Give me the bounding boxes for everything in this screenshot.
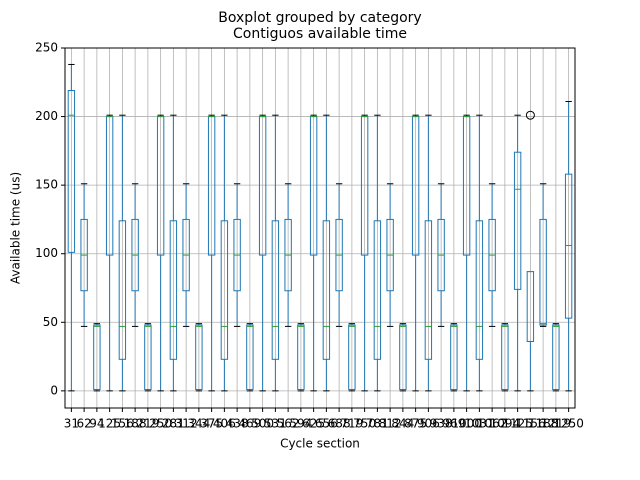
box <box>67 90 76 253</box>
x-tick-label: 438 <box>226 417 249 431</box>
x-tick-label: 62 <box>76 417 91 431</box>
x-tick-label: 938 <box>430 417 453 431</box>
x-axis-label: Cycle section <box>280 437 360 451</box>
x-tick-label: 844 <box>391 417 414 431</box>
x-tick-label: 1125 <box>502 417 533 431</box>
x-tick-label: 656 <box>315 417 338 431</box>
box <box>373 220 382 360</box>
x-tick-label: 375 <box>200 417 223 431</box>
y-tick-label: 50 <box>43 315 58 329</box>
x-tick-label: 875 <box>404 417 427 431</box>
box <box>450 324 458 390</box>
x-tick-label: 719 <box>340 417 363 431</box>
x-tick-label: 969 <box>442 417 465 431</box>
x-tick-label: 531 <box>264 417 287 431</box>
y-tick-label: 200 <box>35 109 58 123</box>
box <box>144 324 152 390</box>
x-tick-label: 1156 <box>515 417 546 431</box>
x-tick-label: 1094 <box>490 417 521 431</box>
x-tick-label: 750 <box>353 417 376 431</box>
chart-title: Contiguos available time <box>233 26 407 42</box>
x-tick-label: 812 <box>379 417 402 431</box>
plot-frame <box>64 47 576 409</box>
x-tick-label: 1219 <box>541 417 572 431</box>
box <box>297 324 305 390</box>
box <box>513 151 522 290</box>
box <box>424 220 433 360</box>
flier <box>525 110 535 120</box>
y-axis-label: Available time (us) <box>9 172 23 284</box>
x-tick-label: 1250 <box>553 417 584 431</box>
x-tick-label: 1000 <box>451 417 482 431</box>
x-tick-label: 1062 <box>477 417 508 431</box>
x-tick-label: 594 <box>289 417 312 431</box>
y-tick-label: 150 <box>35 178 58 192</box>
y-tick-label: 0 <box>50 383 58 397</box>
box <box>93 324 101 390</box>
y-tick-label: 250 <box>35 41 58 55</box>
x-tick-label: 562 <box>277 417 300 431</box>
box <box>195 324 203 390</box>
x-tick-label: 156 <box>111 417 134 431</box>
x-tick-label: 1188 <box>528 417 559 431</box>
x-tick-label: 781 <box>366 417 389 431</box>
box <box>399 324 407 390</box>
x-tick-label: 281 <box>162 417 185 431</box>
box <box>169 220 178 360</box>
x-tick-label: 344 <box>187 417 210 431</box>
box <box>118 220 127 360</box>
x-tick-label: 469 <box>238 417 261 431</box>
box <box>552 324 560 390</box>
box <box>564 173 573 319</box>
x-tick-label: 188 <box>124 417 147 431</box>
box <box>246 324 254 390</box>
box <box>348 324 356 390</box>
x-tick-label: 688 <box>328 417 351 431</box>
x-tick-label: 125 <box>98 417 121 431</box>
box <box>475 220 484 360</box>
x-tick-label: 906 <box>417 417 440 431</box>
x-tick-label: 219 <box>136 417 159 431</box>
x-tick-label: 406 <box>213 417 236 431</box>
x-tick-label: 500 <box>251 417 274 431</box>
box <box>271 220 280 360</box>
box <box>322 220 331 360</box>
x-tick-label: 94 <box>89 417 104 431</box>
x-tick-label: 625 <box>302 417 325 431</box>
y-tick-label: 100 <box>35 246 58 260</box>
x-tick-label: 31 <box>64 417 79 431</box>
chart-suptitle: Boxplot grouped by category <box>218 10 421 26</box>
x-tick-label: 250 <box>149 417 172 431</box>
box <box>501 324 509 390</box>
box <box>220 220 229 360</box>
box <box>539 218 547 326</box>
x-tick-label: 1031 <box>464 417 495 431</box>
x-tick-label: 312 <box>175 417 198 431</box>
